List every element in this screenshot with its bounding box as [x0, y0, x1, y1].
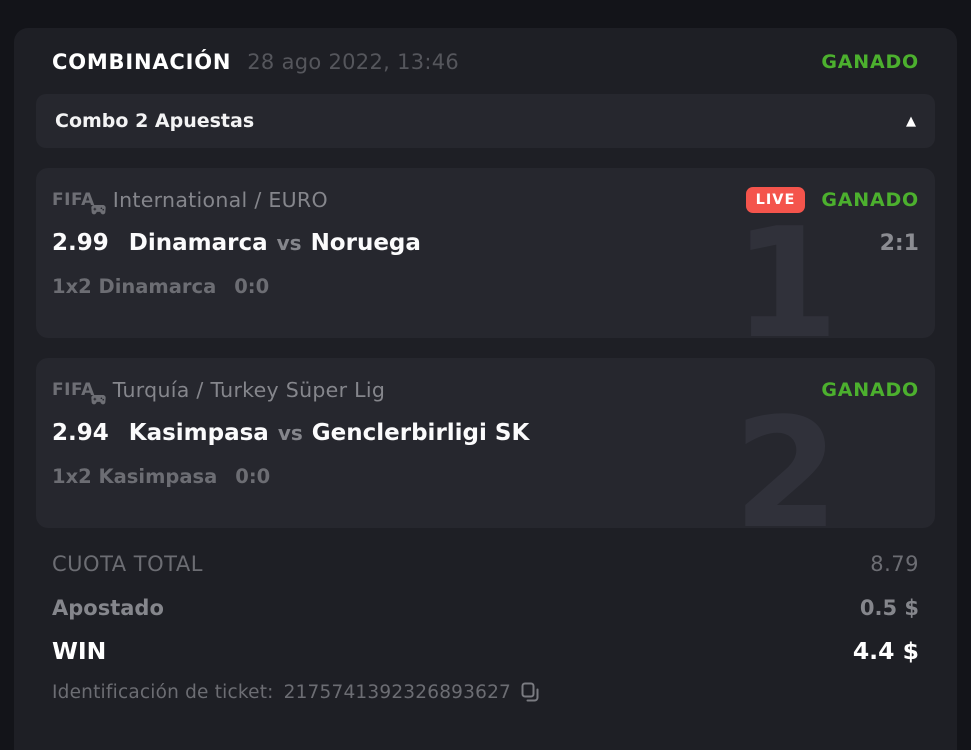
away-team: Noruega — [310, 230, 421, 256]
market-row: 1x2 Dinamarca 0:0 — [52, 275, 919, 298]
market-score-at-bet: 0:0 — [234, 275, 270, 298]
combo-label: Combo 2 Apuestas — [55, 110, 255, 132]
bet-odds: 2.99 — [52, 230, 109, 256]
bet-status-badge: GANADO — [821, 379, 919, 401]
total-odds-value: 8.79 — [870, 552, 919, 576]
bet-odds: 2.94 — [52, 420, 109, 446]
bet-index-watermark: 1 — [733, 195, 839, 339]
stake-value: 0.5 $ — [859, 596, 919, 620]
bet-index-watermark: 2 — [733, 385, 839, 529]
live-badge: LIVE — [745, 187, 806, 213]
home-team: Kasimpasa — [128, 420, 269, 446]
market-score-at-bet: 0:0 — [235, 465, 271, 488]
collapse-arrow-icon[interactable]: ▲ — [906, 113, 916, 129]
ticket-id-value: 2175741392326893627 — [283, 682, 512, 703]
bet-leg-2: 2 FIFA Turquía / Turkey Süper Lig GANADO… — [36, 358, 935, 528]
win-label: WIN — [52, 637, 107, 665]
league-row: FIFA Turquía / Turkey Süper Lig GANADO — [52, 373, 919, 407]
fifa-gamepad-icon: FIFA — [52, 381, 106, 404]
ticket-datetime: 28 ago 2022, 13:46 — [247, 50, 460, 74]
vs-separator: vs — [276, 231, 302, 255]
win-row: WIN 4.4 $ — [36, 637, 935, 665]
fifa-gamepad-icon: FIFA — [52, 191, 106, 214]
stake-row: Apostado 0.5 $ — [36, 596, 935, 620]
bet-ticket-card: COMBINACIÓN 28 ago 2022, 13:46 GANADO Co… — [14, 28, 957, 750]
stake-label: Apostado — [52, 596, 164, 620]
match-score: 2:1 — [879, 230, 919, 256]
ticket-id-row: Identificación de ticket: 21757413923268… — [36, 682, 935, 703]
ticket-status-badge: GANADO — [821, 51, 919, 73]
match-row: 2.94 Kasimpasa vs Genclerbirligi SK — [52, 420, 919, 446]
ticket-header: COMBINACIÓN 28 ago 2022, 13:46 GANADO — [36, 28, 935, 92]
home-team: Dinamarca — [128, 230, 268, 256]
bet-status-badge: GANADO — [821, 189, 919, 211]
ticket-type-title: COMBINACIÓN — [52, 50, 232, 74]
league-name: International / EURO — [112, 188, 328, 212]
win-value: 4.4 $ — [852, 637, 919, 665]
league-row: FIFA International / EURO LIVE GANADO — [52, 183, 919, 217]
ticket-id-label: Identificación de ticket: — [52, 682, 274, 703]
away-team: Genclerbirligi SK — [311, 420, 530, 446]
market-selection: 1x2 Dinamarca — [52, 275, 217, 298]
league-name: Turquía / Turkey Süper Lig — [112, 378, 386, 402]
total-odds-label: CUOTA TOTAL — [52, 552, 203, 576]
vs-separator: vs — [277, 421, 303, 445]
bet-leg-1: 1 FIFA International / EURO LIVE GANADO … — [36, 168, 935, 338]
market-row: 1x2 Kasimpasa 0:0 — [52, 465, 919, 488]
total-odds-row: CUOTA TOTAL 8.79 — [36, 552, 935, 576]
copy-icon[interactable] — [521, 682, 540, 703]
match-row: 2.99 Dinamarca vs Noruega 2:1 — [52, 230, 919, 256]
market-selection: 1x2 Kasimpasa — [52, 465, 218, 488]
combo-toggle-bar[interactable]: Combo 2 Apuestas ▲ — [36, 94, 935, 148]
